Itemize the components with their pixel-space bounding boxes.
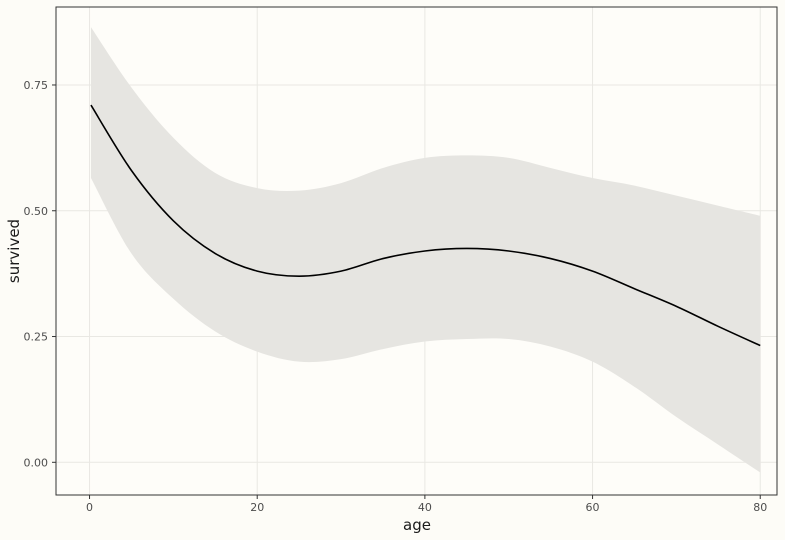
x-tick-label: 40 [418,501,432,514]
x-axis-ticks: 0 20 40 60 80 [86,495,767,514]
panel-frame [55,6,778,496]
x-tick-label: 80 [753,501,767,514]
y-axis-title: survived [5,219,23,283]
y-tick-label: 0.00 [24,456,49,469]
confidence-ribbon [90,27,761,473]
y-tick-label: 0.25 [24,331,49,344]
x-tick-label: 0 [86,501,93,514]
y-tick-label: 0.50 [24,205,49,218]
x-tick-label: 60 [586,501,600,514]
x-tick-label: 20 [250,501,264,514]
x-axis-title: age [403,516,431,534]
smooth-trend-line [90,104,761,347]
y-tick-label: 0.75 [24,79,49,92]
y-axis-ticks: 0.00 0.25 0.50 0.75 [24,79,56,469]
